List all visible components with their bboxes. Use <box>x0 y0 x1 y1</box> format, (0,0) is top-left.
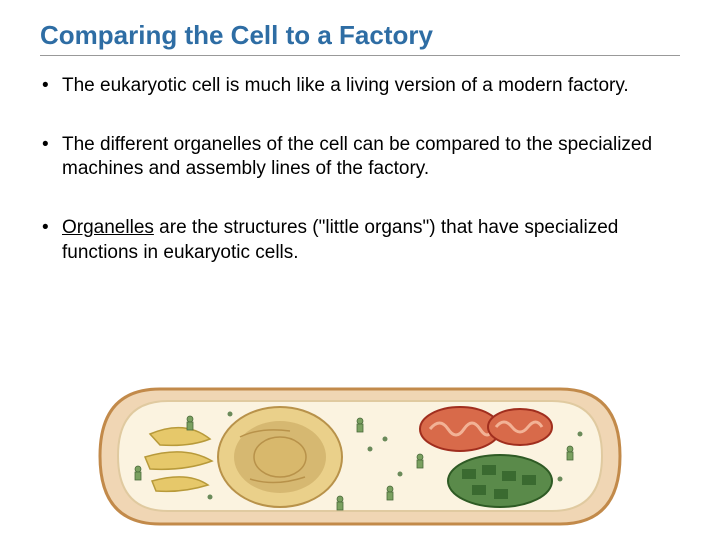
chloroplast-icon <box>448 455 552 507</box>
bullet-item: Organelles are the structures ("little o… <box>40 216 680 265</box>
bullet-keyword: Organelles <box>62 217 154 238</box>
cell-factory-diagram <box>90 379 630 534</box>
bullet-text: The different organelles of the cell can… <box>62 134 652 180</box>
bullet-item: The eukaryotic cell is much like a livin… <box>40 74 680 99</box>
bullet-item: The different organelles of the cell can… <box>40 133 680 182</box>
bullet-list: The eukaryotic cell is much like a livin… <box>40 74 680 265</box>
endoplasmic-reticulum-icon <box>145 428 212 492</box>
bullet-text: The eukaryotic cell is much like a livin… <box>62 75 629 96</box>
mitochondria-icon <box>420 407 552 451</box>
page-title: Comparing the Cell to a Factory <box>40 20 680 56</box>
nucleus-icon <box>218 407 342 507</box>
